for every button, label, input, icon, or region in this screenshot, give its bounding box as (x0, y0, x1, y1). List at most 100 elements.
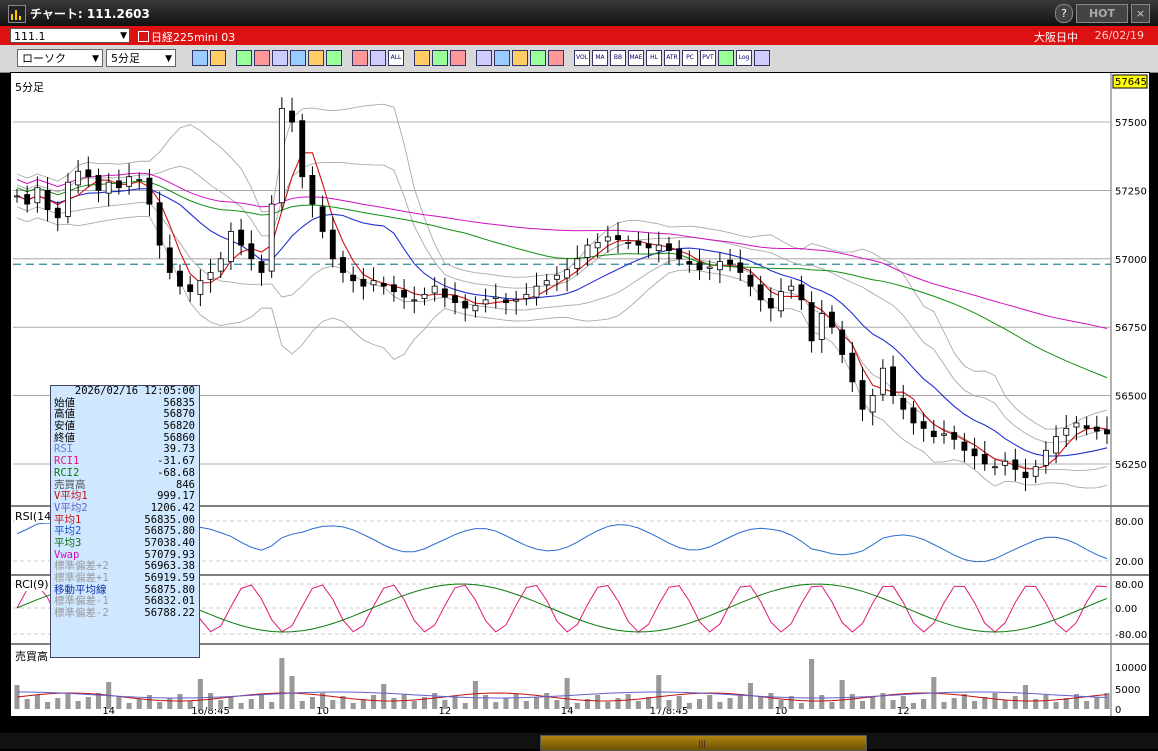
info-label: RSI (54, 443, 73, 456)
volume-bar (248, 699, 254, 709)
tool-all-button[interactable]: ALL (388, 50, 404, 66)
trash-icon[interactable] (326, 50, 342, 66)
candle-body (390, 284, 397, 293)
info-row: 平均1 56835.00 (51, 513, 199, 527)
chart-app-icon (8, 5, 26, 23)
palette-icon[interactable] (450, 50, 466, 66)
compare-icon[interactable] (530, 50, 546, 66)
print-icon[interactable] (476, 50, 492, 66)
grid-icon[interactable] (512, 50, 528, 66)
candle-body (421, 293, 428, 299)
info-value: 56835.00 (144, 513, 195, 526)
volume-bar (707, 695, 713, 709)
pen-icon[interactable] (236, 50, 252, 66)
info-label: 高値 (54, 408, 75, 421)
candle-body (24, 194, 31, 205)
blank-icon[interactable] (548, 50, 564, 66)
candle-body (187, 284, 194, 293)
candle-body (798, 284, 805, 301)
candle-body (75, 170, 82, 186)
time-axis-label: 12 (438, 706, 451, 716)
candle-body (655, 244, 662, 251)
info-row: 安値 56820 (51, 420, 199, 433)
close-button[interactable]: × (1131, 4, 1150, 23)
candle-body (686, 261, 693, 265)
bar-icon[interactable] (370, 50, 386, 66)
candle-body (340, 257, 346, 273)
volume-bar (208, 693, 214, 709)
candle-body (1093, 426, 1100, 432)
tool-log-button[interactable]: Log (736, 50, 752, 66)
info-value: 56875.80 (144, 583, 195, 596)
candle-body (156, 202, 163, 246)
fibo-icon[interactable] (290, 50, 306, 66)
volume-bar (483, 695, 489, 709)
volume-bar (819, 695, 825, 709)
volume-bar (564, 678, 570, 709)
info-value: 57038.40 (144, 536, 195, 549)
volume-bar (615, 698, 621, 709)
symbol-bar (0, 26, 1158, 45)
tool-pvt-button[interactable]: PVT (700, 50, 716, 66)
tool-pc-button[interactable]: PC (682, 50, 698, 66)
candle-icon[interactable] (352, 50, 368, 66)
rci-tick-label: 0.00 (1115, 604, 1137, 615)
volume-bar (167, 698, 173, 709)
wrench-icon[interactable] (432, 50, 448, 66)
volume-bar (309, 697, 315, 709)
ma2-line (16, 188, 1108, 457)
tool-atr-button[interactable]: ATR (664, 50, 680, 66)
hot-button[interactable]: HOT (1076, 4, 1128, 23)
candle-body (767, 298, 774, 309)
candle-body (146, 177, 153, 205)
info-value: 56820 (163, 420, 195, 433)
info-value: -68.68 (157, 466, 195, 479)
symbol-code-value: 111.1 (14, 30, 46, 43)
tool-vol-button[interactable]: VOL (574, 50, 590, 66)
interval-select[interactable]: 5分足 ▼ (106, 49, 176, 67)
cursor-icon[interactable] (272, 50, 288, 66)
export-icon[interactable] (754, 50, 770, 66)
volume-bar (493, 702, 499, 709)
volume-bar (238, 703, 244, 709)
volume-bar (941, 702, 947, 709)
candle-body (727, 259, 734, 265)
gear-icon[interactable] (414, 50, 430, 66)
volume-bar (809, 659, 815, 709)
candle-body (849, 352, 856, 383)
volume-bar (992, 693, 998, 709)
chart-type-select[interactable]: ローソク ▼ (17, 49, 103, 67)
candle-body (1063, 428, 1070, 436)
volume-bar (758, 697, 764, 709)
candle-body (431, 285, 438, 294)
crosshair-icon[interactable] (210, 50, 226, 66)
volume-bar (442, 700, 448, 709)
chart-area[interactable]: 57500 57250 57000 56750 56500 56250 57645 14 16/… (10, 72, 1150, 717)
symbol-code-select[interactable]: 111.1 ▼ (10, 28, 130, 43)
candle-body (635, 240, 642, 246)
checkbox-icon[interactable] (138, 31, 149, 42)
line-tool-icon[interactable] (254, 50, 270, 66)
tool-bb-button[interactable]: BB (610, 50, 626, 66)
candle-body (462, 300, 469, 309)
last-price-tag (1112, 74, 1148, 89)
memo-icon[interactable] (308, 50, 324, 66)
candle-body (747, 274, 754, 287)
search-icon[interactable] (494, 50, 510, 66)
zoom-icon[interactable] (192, 50, 208, 66)
volume-bar (544, 693, 550, 709)
volume-bar (320, 693, 326, 709)
tool-hl-button[interactable]: HL (646, 50, 662, 66)
tool-mae-button[interactable]: MAE (628, 50, 644, 66)
candle-body (380, 283, 387, 287)
info-row: 標準偏差-1 56832.01 (51, 596, 199, 608)
candle-body (778, 291, 784, 312)
tool-ma-button[interactable]: MA (592, 50, 608, 66)
box-icon[interactable] (718, 50, 734, 66)
rsi-tick-label: 80.00 (1115, 517, 1144, 528)
volume-bar (411, 701, 417, 709)
volume-bar (717, 702, 723, 709)
help-button[interactable]: ? (1055, 4, 1073, 23)
price-chart-svg[interactable]: 57500 57250 57000 56750 56500 56250 57645 14 16/… (11, 73, 1149, 716)
rci-tick-label: 80.00 (1115, 580, 1144, 591)
